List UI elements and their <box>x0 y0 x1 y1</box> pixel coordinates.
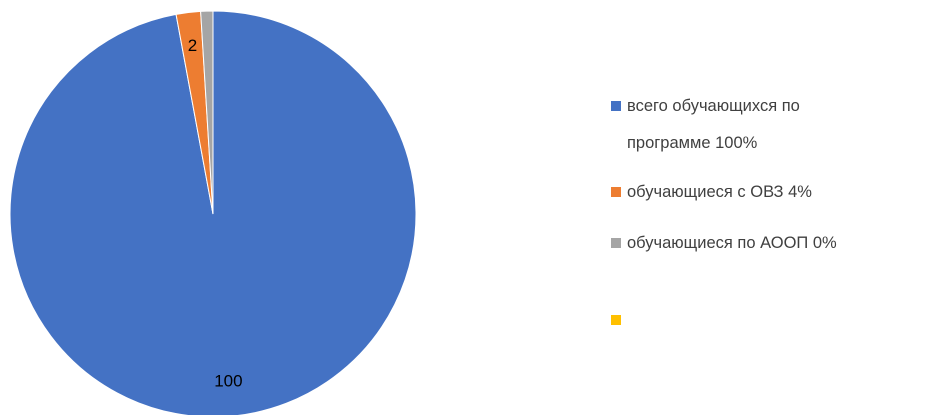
legend-swatch <box>611 187 621 197</box>
legend-label: обучающиеся с ОВЗ 4% <box>627 183 812 201</box>
legend-swatch <box>611 238 621 248</box>
data-label: 2 <box>188 36 197 55</box>
legend-label: всего обучающихся по программе 100% <box>627 97 800 152</box>
legend-label: обучающиеся по АООП 0% <box>627 234 837 252</box>
legend-swatch <box>611 315 621 325</box>
chart: 100 2 <box>9 10 417 415</box>
legend: всего обучающихся по программе 100% обуча… <box>611 0 929 415</box>
legend-item: всего обучающихся по программе 100% <box>611 88 841 162</box>
legend-item: обучающиеся с ОВЗ 4% <box>611 174 812 211</box>
legend-item <box>611 302 627 325</box>
legend-item: обучающиеся по АООП 0% <box>611 225 837 262</box>
data-label: 100 <box>214 371 242 390</box>
legend-swatch <box>611 101 621 111</box>
